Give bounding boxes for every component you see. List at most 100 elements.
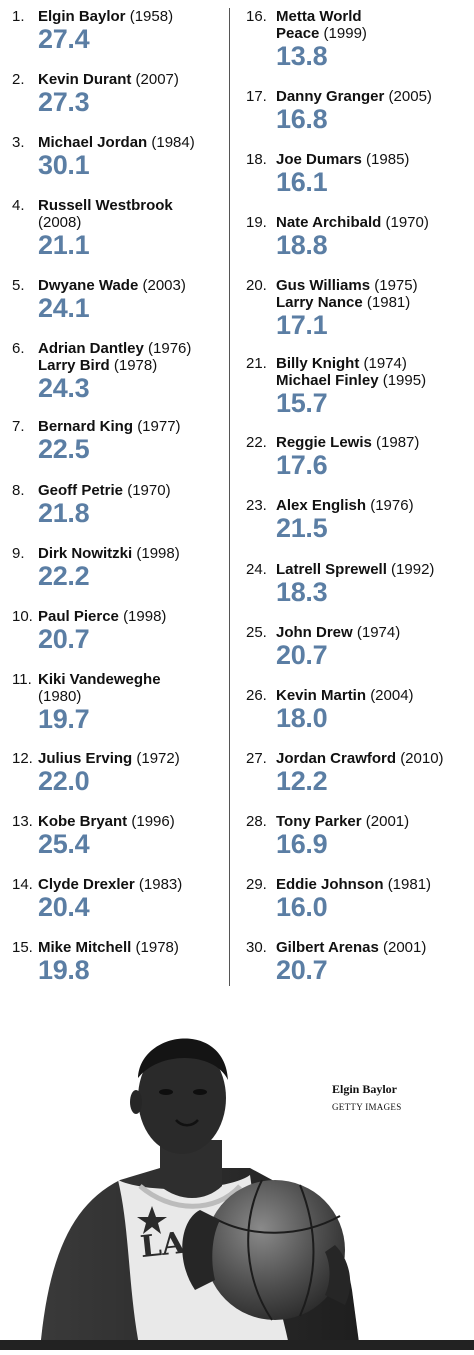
points-per-game: 22.2 bbox=[38, 561, 90, 591]
rank-number: 11. bbox=[12, 671, 32, 688]
player-line: Jordan Crawford (2010) bbox=[276, 750, 472, 767]
rank-number: 27. bbox=[246, 750, 267, 767]
points-per-game: 15.7 bbox=[276, 388, 328, 418]
points-per-game: 30.1 bbox=[38, 150, 90, 180]
rank-number: 17. bbox=[246, 88, 267, 105]
player-name: Gus Williams bbox=[276, 277, 371, 294]
player-line: Latrell Sprewell (1992) bbox=[276, 561, 472, 578]
photo-section: LAKERS Elgin Baylor GETTY IMAGES bbox=[0, 990, 474, 1350]
player-line: Nate Archibald (1970) bbox=[276, 214, 472, 231]
points-per-game: 13.8 bbox=[276, 41, 328, 71]
rank-number: 4. bbox=[12, 197, 25, 214]
player-name: Kevin Martin bbox=[276, 687, 367, 704]
points-per-game: 17.1 bbox=[276, 310, 328, 340]
player-name: Joe Dumars bbox=[276, 151, 362, 168]
rank-number: 1. bbox=[12, 8, 25, 25]
player-block: Danny Granger (2005) 16.8 bbox=[276, 88, 472, 133]
draft-year: (1998) bbox=[136, 545, 180, 562]
player-block: Kiki Vandeweghe (1980) 19.7 bbox=[38, 671, 234, 733]
rank-number: 8. bbox=[12, 482, 25, 499]
points-per-game: 16.8 bbox=[276, 104, 328, 134]
player-line: Danny Granger (2005) bbox=[276, 88, 472, 105]
points-per-game: 16.9 bbox=[276, 829, 328, 859]
player-name: Reggie Lewis bbox=[276, 434, 372, 451]
player-block: Eddie Johnson (1981) 16.0 bbox=[276, 876, 472, 921]
points-per-game: 22.0 bbox=[38, 766, 90, 796]
player-line: Billy Knight (1974) bbox=[276, 355, 472, 372]
points-per-game: 21.5 bbox=[276, 513, 328, 543]
player-block: Gilbert Arenas (2001) 20.7 bbox=[276, 939, 472, 984]
player-block: Gus Williams (1975) Larry Nance (1981) 17.… bbox=[276, 277, 472, 339]
draft-year: (2005) bbox=[388, 88, 432, 105]
rank-number: 28. bbox=[246, 813, 267, 830]
draft-year: (2004) bbox=[370, 687, 414, 704]
rank-number: 18. bbox=[246, 151, 267, 168]
draft-year: (1983) bbox=[138, 876, 183, 893]
rank-number: 7. bbox=[12, 418, 25, 435]
player-line: Geoff Petrie (1970) bbox=[38, 482, 234, 499]
draft-year: (1958) bbox=[129, 8, 174, 25]
draft-year: (1970) bbox=[385, 214, 429, 231]
player-line: Peace (1999) bbox=[276, 25, 472, 42]
draft-year: (2001) bbox=[382, 939, 427, 956]
player-name: Gilbert Arenas bbox=[276, 939, 379, 956]
draft-year: (1974) bbox=[356, 624, 401, 641]
player-block: Nate Archibald (1970) 18.8 bbox=[276, 214, 472, 259]
points-per-game: 25.4 bbox=[38, 829, 90, 859]
draft-year: (1987) bbox=[376, 434, 420, 451]
player-name: Peace bbox=[276, 25, 320, 42]
player-block: Bernard King (1977) 22.5 bbox=[38, 418, 234, 463]
rank-number: 25. bbox=[246, 624, 267, 641]
rank-number: 10. bbox=[12, 608, 33, 625]
player-line: Tony Parker (2001) bbox=[276, 813, 472, 830]
draft-year: (1984) bbox=[151, 134, 195, 151]
player-name: Kevin Durant bbox=[38, 71, 132, 88]
draft-year: (1978) bbox=[113, 357, 158, 374]
points-per-game: 16.1 bbox=[276, 167, 328, 197]
points-per-game: 24.1 bbox=[38, 293, 90, 323]
rank-number: 3. bbox=[12, 134, 25, 151]
player-block: Kevin Martin (2004) 18.0 bbox=[276, 687, 472, 732]
rank-number: 2. bbox=[12, 71, 25, 88]
player-line: Larry Bird (1978) bbox=[38, 357, 234, 374]
player-line: Clyde Drexler (1983) bbox=[38, 876, 234, 893]
points-per-game: 20.7 bbox=[38, 624, 90, 654]
rank-number: 23. bbox=[246, 497, 267, 514]
rank-number: 5. bbox=[12, 277, 25, 294]
rank-number: 9. bbox=[12, 545, 25, 562]
rank-number: 21. bbox=[246, 355, 267, 372]
draft-year: (1975) bbox=[374, 277, 418, 294]
points-per-game: 24.3 bbox=[38, 373, 90, 403]
player-line: Kevin Durant (2007) bbox=[38, 71, 234, 88]
points-per-game: 18.3 bbox=[276, 577, 328, 607]
player-photo: LAKERS bbox=[40, 1038, 360, 1350]
draft-year: (2008) bbox=[38, 214, 82, 231]
player-line: Kiki Vandeweghe bbox=[38, 671, 234, 688]
player-block: Joe Dumars (1985) 16.1 bbox=[276, 151, 472, 196]
draft-year: (1992) bbox=[391, 561, 435, 578]
rank-number: 16. bbox=[246, 8, 267, 25]
player-block: Geoff Petrie (1970) 21.8 bbox=[38, 482, 234, 527]
player-name: Kobe Bryant bbox=[38, 813, 128, 830]
draft-year: (1985) bbox=[366, 151, 410, 168]
player-block: John Drew (1974) 20.7 bbox=[276, 624, 472, 669]
player-name: John Drew bbox=[276, 624, 353, 641]
player-block: Dwyane Wade (2003) 24.1 bbox=[38, 277, 234, 322]
player-line: Metta World bbox=[276, 8, 472, 25]
player-name: Larry Bird bbox=[38, 357, 110, 374]
player-block: Dirk Nowitzki (1998) 22.2 bbox=[38, 545, 234, 590]
rank-number: 24. bbox=[246, 561, 267, 578]
points-per-game: 20.7 bbox=[276, 955, 328, 985]
rank-number: 12. bbox=[12, 750, 33, 767]
photo-credit: GETTY IMAGES bbox=[332, 1102, 402, 1112]
player-name: Tony Parker bbox=[276, 813, 362, 830]
points-per-game: 22.5 bbox=[38, 434, 90, 464]
points-per-game: 21.1 bbox=[38, 230, 90, 260]
player-name: Alex English bbox=[276, 497, 367, 514]
rank-number: 15. bbox=[12, 939, 33, 956]
rank-number: 29. bbox=[246, 876, 267, 893]
draft-year: (1981) bbox=[387, 876, 432, 893]
player-block: Russell Westbrook (2008) 21.1 bbox=[38, 197, 234, 259]
player-line: Bernard King (1977) bbox=[38, 418, 234, 435]
rank-number: 6. bbox=[12, 340, 25, 357]
